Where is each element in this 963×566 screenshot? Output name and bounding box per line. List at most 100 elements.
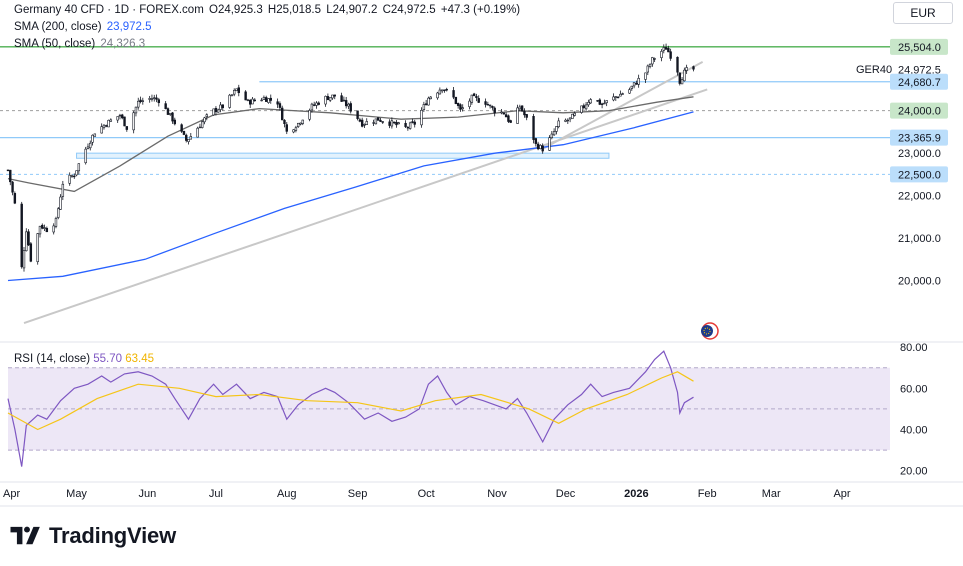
candle-body bbox=[571, 113, 574, 119]
candle-body bbox=[150, 98, 154, 100]
candle bbox=[660, 49, 663, 62]
candle-body bbox=[637, 78, 640, 85]
candle bbox=[420, 107, 423, 128]
candle bbox=[75, 170, 78, 177]
candle-body bbox=[493, 107, 496, 114]
candle-body bbox=[157, 99, 161, 104]
x-tick-label: Nov bbox=[487, 488, 507, 500]
candle bbox=[118, 113, 122, 120]
currency-button[interactable]: EUR bbox=[893, 2, 953, 24]
candle-body bbox=[169, 112, 172, 115]
candle-body bbox=[566, 119, 570, 122]
candle-body bbox=[139, 99, 142, 103]
candle-body bbox=[413, 121, 416, 125]
candle bbox=[36, 232, 39, 265]
candle bbox=[326, 93, 330, 101]
candle bbox=[317, 101, 320, 106]
candle bbox=[246, 98, 250, 102]
candle-body bbox=[342, 99, 346, 102]
sma50-legend[interactable]: SMA (50, close) 24,326.3 bbox=[14, 38, 147, 50]
candle-body bbox=[219, 104, 222, 110]
candle-body bbox=[486, 104, 490, 106]
candle bbox=[358, 117, 362, 123]
event-flag bbox=[701, 325, 713, 337]
candle-body bbox=[452, 90, 455, 98]
candle-body bbox=[564, 119, 567, 122]
candle bbox=[397, 121, 400, 125]
candle-body bbox=[57, 208, 60, 218]
candle bbox=[395, 120, 398, 128]
candle-body bbox=[292, 129, 295, 133]
candle bbox=[637, 74, 640, 88]
x-tick-label: Dec bbox=[556, 488, 576, 500]
candle-body bbox=[11, 181, 14, 193]
candle-body bbox=[70, 175, 74, 177]
candle bbox=[406, 126, 410, 131]
candle bbox=[150, 94, 154, 102]
candle bbox=[390, 117, 394, 129]
candle bbox=[603, 99, 606, 105]
candle bbox=[315, 101, 318, 109]
candle bbox=[182, 130, 186, 136]
candle-body bbox=[77, 163, 81, 172]
candle-body bbox=[573, 112, 576, 116]
price-label-bg bbox=[890, 73, 948, 90]
candle-body bbox=[580, 105, 583, 113]
candle bbox=[9, 169, 12, 186]
x-tick-label: Oct bbox=[418, 488, 435, 500]
rsi-ma-line bbox=[7, 371, 694, 431]
candle-body bbox=[532, 116, 535, 140]
price-label-text: 24,000.0 bbox=[898, 106, 941, 118]
candle-body bbox=[363, 124, 366, 126]
candle-body bbox=[436, 92, 439, 99]
candle-body bbox=[621, 93, 624, 95]
candle-body bbox=[662, 47, 665, 51]
candle bbox=[589, 98, 592, 104]
sma200-legend[interactable]: SMA (200, close) 23,972.5 bbox=[14, 21, 154, 33]
candle bbox=[429, 96, 432, 100]
candle-body bbox=[557, 120, 560, 128]
candle-body bbox=[376, 117, 380, 121]
candle bbox=[86, 143, 90, 150]
change-value: +47.3 (+0.19%) bbox=[440, 4, 521, 16]
candle-body bbox=[308, 110, 311, 120]
candle-body bbox=[472, 93, 476, 97]
candle-body bbox=[347, 103, 350, 107]
candle-body bbox=[166, 108, 170, 115]
rsi-legend[interactable]: RSI (14, close) 55.70 63.45 bbox=[14, 353, 154, 365]
candle-body bbox=[468, 100, 471, 108]
candle-body bbox=[504, 114, 508, 118]
candle bbox=[22, 247, 26, 272]
candle bbox=[436, 91, 439, 100]
candle-body bbox=[196, 127, 199, 138]
candle-body bbox=[628, 89, 631, 94]
candle bbox=[11, 180, 14, 196]
candle bbox=[518, 104, 522, 112]
candle-body bbox=[614, 96, 618, 98]
candle-body bbox=[123, 116, 126, 127]
candle-body bbox=[324, 95, 327, 105]
candle bbox=[244, 90, 247, 101]
price-label-text: 22,000.0 bbox=[898, 191, 941, 203]
candle-body bbox=[91, 134, 94, 143]
candle-body bbox=[100, 126, 103, 134]
candle-body bbox=[116, 116, 119, 121]
candle-body bbox=[22, 250, 26, 269]
candle bbox=[45, 226, 49, 233]
tradingview-brand[interactable]: TradingView bbox=[10, 523, 176, 549]
candle-body bbox=[667, 48, 670, 53]
candle bbox=[363, 123, 366, 128]
candle-body bbox=[9, 169, 12, 183]
low-value: L24,907.2 bbox=[326, 4, 378, 16]
candle-body bbox=[141, 100, 145, 102]
candle-body bbox=[356, 110, 359, 119]
candle bbox=[171, 111, 174, 124]
candle-body bbox=[477, 98, 480, 103]
candle-body bbox=[600, 103, 604, 105]
candle-body bbox=[246, 99, 250, 101]
candle-body bbox=[285, 124, 288, 132]
candle-body bbox=[518, 106, 522, 110]
candle bbox=[683, 67, 686, 82]
candle bbox=[299, 122, 302, 126]
